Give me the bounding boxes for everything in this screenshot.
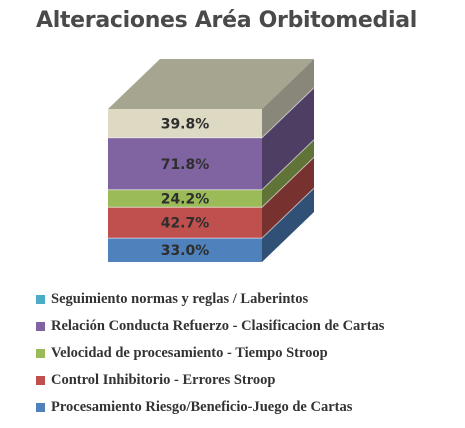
legend-label: Seguimiento normas y reglas / Laberintos — [51, 291, 309, 307]
legend-item: Procesamiento Riesgo/Beneficio-Juego de … — [36, 394, 384, 421]
segment-side-0 — [262, 188, 314, 262]
legend-item: Relación Conducta Refuerzo - Clasificaci… — [36, 313, 384, 340]
legend-label: Velocidad de procesamiento - Tiempo Stro… — [51, 345, 328, 361]
legend-label: Control Inhibitorio - Errores Stroop — [51, 372, 276, 388]
segment-front-1 — [108, 207, 262, 239]
legend-label: Procesamiento Riesgo/Beneficio-Juego de … — [51, 399, 353, 415]
legend-label: Relación Conducta Refuerzo - Clasificaci… — [51, 318, 385, 334]
segment-divider-0 — [108, 187, 315, 239]
legend-swatch — [36, 349, 45, 358]
legend-swatch — [36, 295, 45, 304]
segment-label-1: 42.7% — [161, 216, 210, 232]
segment-label-3: 71.8% — [161, 157, 210, 173]
legend-item: Seguimiento normas y reglas / Laberintos — [36, 286, 384, 313]
legend: Seguimiento normas y reglas / Laberintos… — [36, 286, 384, 421]
segment-divider-3 — [108, 87, 315, 139]
chart-title: Alteraciones Aréa Orbitomedial — [36, 8, 418, 33]
segment-side-2 — [262, 139, 314, 208]
segment-front-0 — [108, 238, 262, 262]
legend-item: Control Inhibitorio - Errores Stroop — [36, 367, 384, 394]
legend-item: Velocidad de procesamiento - Tiempo Stro… — [36, 340, 384, 367]
segment-front-3 — [108, 137, 262, 190]
legend-swatch — [36, 322, 45, 331]
segment-label-0: 33.0% — [161, 243, 210, 259]
column-top-face — [108, 59, 314, 109]
segment-side-3 — [262, 87, 314, 190]
segment-label-2: 24.2% — [161, 191, 210, 207]
legend-swatch — [36, 376, 45, 385]
segment-divider-1 — [108, 156, 315, 208]
segment-side-1 — [262, 157, 314, 239]
segment-label-4: 39.8% — [161, 116, 210, 132]
segment-front-4 — [108, 109, 262, 138]
segment-divider-2 — [108, 139, 315, 191]
legend-swatch — [36, 403, 45, 412]
segment-side-4 — [262, 59, 314, 138]
segment-front-2 — [108, 189, 262, 208]
